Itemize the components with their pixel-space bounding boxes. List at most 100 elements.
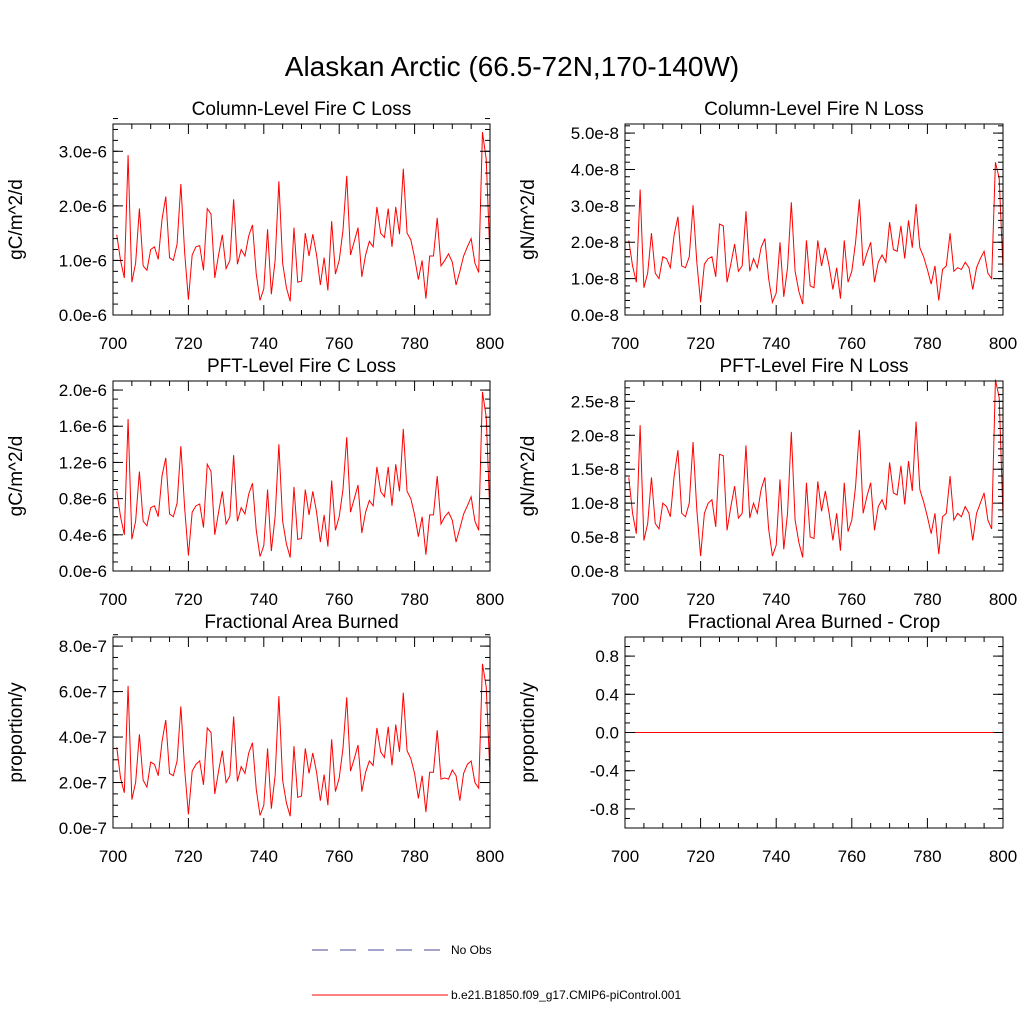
y-axis-label: proportion/y — [6, 682, 27, 783]
x-tick-label: 700 — [611, 847, 639, 866]
y-axis-label: gN/m^2/d — [518, 179, 539, 260]
x-tick-label: 720 — [686, 334, 714, 353]
x-tick-label: 720 — [174, 847, 202, 866]
y-tick-label: 0.0e-7 — [59, 819, 107, 838]
panel-title: Fractional Area Burned — [204, 612, 398, 633]
series-line — [116, 132, 491, 302]
panels: 700 720 740 760 780 800 0.0e-6 1.0e-6 2.0e-6 3.0e… — [6, 99, 1017, 866]
legend: No Obs b.e21.B1850.f09_g17.CMIP6-piContr… — [312, 943, 681, 1002]
y-tick-label: 1.6e-6 — [59, 417, 107, 436]
series-line — [116, 391, 491, 558]
y-tick-label: 0.8e-6 — [59, 490, 107, 509]
y-tick-label: 2.0e-7 — [59, 774, 107, 793]
x-tick-label: 720 — [174, 590, 202, 609]
x-tick-label: 700 — [99, 847, 127, 866]
series-line — [628, 162, 1004, 305]
y-tick-label: 0.8 — [595, 647, 619, 666]
x-tick-label: 760 — [838, 847, 866, 866]
x-tick-label: 700 — [611, 334, 639, 353]
y-tick-label: 2.0e-6 — [59, 381, 107, 400]
y-tick-label: 0.0e-8 — [571, 306, 619, 325]
plot-frame — [624, 380, 1004, 572]
x-tick-label: 800 — [989, 334, 1017, 353]
x-tick-label: 800 — [476, 847, 504, 866]
y-tick-label: 0.4 — [595, 685, 619, 704]
y-tick-label: 1.5e-8 — [571, 460, 619, 479]
y-tick-label: 4.0e-7 — [59, 728, 107, 747]
panel-pft-n: 700 720 740 760 780 800 0.0e-8 0.5e-8 1.0e-8 1.5e… — [518, 356, 1017, 609]
x-tick-label: 760 — [325, 847, 353, 866]
x-tick-label: 780 — [400, 590, 428, 609]
y-tick-label: 3.0e-8 — [571, 197, 619, 216]
x-tick-label: 780 — [913, 590, 941, 609]
x-tick-label: 720 — [686, 590, 714, 609]
figure-title: Alaskan Arctic (66.5-72N,170-140W) — [285, 51, 739, 82]
y-tick-label: 1.0e-6 — [59, 251, 107, 270]
x-tick-label: 760 — [838, 590, 866, 609]
series-line — [116, 663, 491, 817]
panel-title: Column-Level Fire N Loss — [704, 99, 924, 120]
x-tick-label: 760 — [838, 334, 866, 353]
x-tick-label: 800 — [476, 590, 504, 609]
x-tick-label: 800 — [989, 847, 1017, 866]
x-tick-label: 700 — [611, 590, 639, 609]
legend-obs-label: No Obs — [451, 943, 492, 957]
x-tick-label: 760 — [325, 590, 353, 609]
panel-frac-area: 700 720 740 760 780 800 0.0e-7 2.0e-7 4.0e-7 6.0e… — [6, 612, 504, 866]
y-tick-label: 4.0e-8 — [571, 160, 619, 179]
panel-title: PFT-Level Fire C Loss — [207, 356, 396, 377]
x-tick-label: 780 — [913, 334, 941, 353]
panel-pft-c: 700 720 740 760 780 800 0.0e-6 0.4e-6 0.8e-6 1.2e… — [6, 356, 504, 609]
x-tick-label: 740 — [250, 590, 278, 609]
y-tick-label: -0.8 — [590, 800, 619, 819]
x-tick-label: 740 — [762, 847, 790, 866]
x-tick-label: 780 — [400, 847, 428, 866]
x-tick-label: 720 — [174, 334, 202, 353]
y-tick-label: 0.4e-6 — [59, 526, 107, 545]
panel-title: Column-Level Fire C Loss — [192, 99, 412, 120]
y-tick-label: 1.2e-6 — [59, 453, 107, 472]
y-axis-label: gC/m^2/d — [6, 179, 27, 260]
panel-frac-area-crop: 700 720 740 760 780 800 -0.8 -0.4 0.0 0.4 0.8 Fract… — [518, 612, 1017, 866]
panel-title: Fractional Area Burned - Crop — [688, 612, 940, 633]
y-tick-label: 5.0e-8 — [571, 124, 619, 143]
x-tick-label: 720 — [686, 847, 714, 866]
y-tick-label: -0.4 — [590, 762, 619, 781]
legend-model-label: b.e21.B1850.f09_g17.CMIP6-piControl.001 — [451, 988, 681, 1002]
y-tick-label: 3.0e-6 — [59, 142, 107, 161]
plot-frame — [112, 123, 491, 316]
y-tick-label: 0.0e-6 — [59, 306, 107, 325]
y-tick-label: 6.0e-7 — [59, 683, 107, 702]
x-tick-label: 760 — [325, 334, 353, 353]
y-axis-label: gC/m^2/d — [6, 436, 27, 517]
y-tick-label: 1.0e-8 — [571, 270, 619, 289]
y-axis-label: proportion/y — [518, 682, 539, 783]
y-tick-label: 8.0e-7 — [59, 637, 107, 656]
x-tick-label: 800 — [989, 590, 1017, 609]
x-tick-label: 700 — [99, 590, 127, 609]
y-tick-label: 0.0e-6 — [59, 562, 107, 581]
series-line — [628, 379, 1004, 558]
x-tick-label: 800 — [476, 334, 504, 353]
panel-col-c: 700 720 740 760 780 800 0.0e-6 1.0e-6 2.0e-6 3.0e… — [6, 99, 504, 353]
plot-frame — [112, 636, 491, 829]
x-tick-label: 740 — [250, 334, 278, 353]
x-tick-label: 740 — [762, 334, 790, 353]
x-tick-label: 740 — [250, 847, 278, 866]
x-tick-label: 780 — [400, 334, 428, 353]
y-tick-label: 2.0e-8 — [571, 426, 619, 445]
y-tick-label: 2.5e-8 — [571, 392, 619, 411]
x-tick-label: 780 — [913, 847, 941, 866]
x-tick-label: 740 — [762, 590, 790, 609]
panel-title: PFT-Level Fire N Loss — [720, 356, 909, 377]
panel-col-n: 700 720 740 760 780 800 0.0e-8 1.0e-8 2.0e-8 3.0e… — [518, 99, 1017, 353]
x-tick-label: 700 — [99, 334, 127, 353]
y-tick-label: 0.0 — [595, 724, 619, 743]
y-tick-label: 0.5e-8 — [571, 528, 619, 547]
y-tick-label: 2.0e-6 — [59, 197, 107, 216]
y-tick-label: 1.0e-8 — [571, 494, 619, 513]
y-tick-label: 0.0e-8 — [571, 562, 619, 581]
plot-frame — [112, 380, 491, 572]
y-axis-label: gN/m^2/d — [518, 436, 539, 517]
